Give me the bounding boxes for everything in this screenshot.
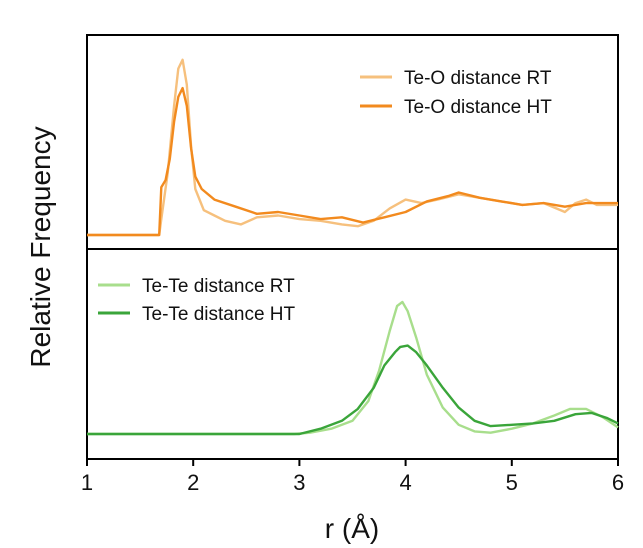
series-line-te-te-rt [87, 300, 619, 436]
legend-label-te-te-rt: Te-Te distance RT [142, 276, 295, 297]
legend-te-o: Te-O distance RT Te-O distance HT [360, 68, 552, 118]
panel-bottom-frame [86, 248, 619, 460]
legend-label-te-o-ht: Te-O distance HT [404, 97, 552, 118]
x-axis: 1 2 3 4 5 6 [81, 459, 624, 495]
y-axis-title: Relative Frequency [25, 126, 56, 367]
x-tick-label-6: 6 [612, 470, 624, 495]
x-tick-label-5: 5 [506, 470, 518, 495]
legend-label-te-te-ht: Te-Te distance HT [142, 304, 296, 325]
legend-te-te: Te-Te distance RT Te-Te distance HT [98, 276, 296, 325]
x-tick-label-3: 3 [293, 470, 305, 495]
panel-te-te [86, 248, 619, 460]
x-tick-label-1: 1 [81, 470, 93, 495]
plot-area-te-te [87, 300, 619, 436]
series-line-te-te-ht [87, 344, 619, 436]
x-tick-label-2: 2 [187, 470, 199, 495]
legend-label-te-o-rt: Te-O distance RT [404, 68, 552, 89]
plot-area-te-o [87, 58, 618, 237]
series-line-te-o-ht [87, 86, 618, 237]
x-tick-label-4: 4 [399, 470, 411, 495]
x-axis-title: r (Å) [325, 513, 379, 544]
